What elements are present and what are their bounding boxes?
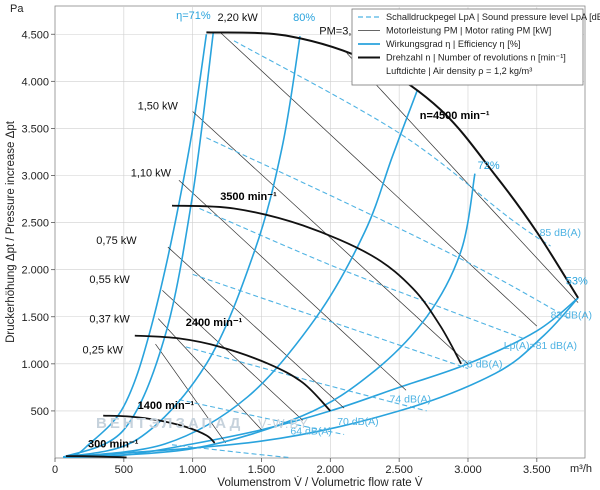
power-line — [167, 246, 345, 409]
legend-entry: Wirkungsgrad η | Efficiency η [%] — [386, 39, 520, 49]
power-line — [155, 343, 226, 444]
efficiency-label: 80% — [293, 12, 315, 24]
x-tick-label: 1.000 — [179, 464, 207, 476]
noise-label: 85 dB(A) — [540, 227, 581, 239]
speed-label: 3500 min⁻¹ — [220, 191, 277, 203]
efficiency-line — [63, 35, 301, 458]
y-tick-label: 3.500 — [21, 123, 49, 135]
power-line — [346, 52, 579, 303]
power-label: 0,37 kW — [89, 313, 130, 325]
efficiency-label: η=71% — [176, 10, 211, 22]
noise-line — [199, 207, 524, 339]
legend-entry: Schalldruckpegel LpA | Sound pressure le… — [386, 12, 600, 22]
efficiency-line — [63, 173, 476, 458]
efficiency-lines — [62, 32, 579, 458]
legend-entry: Luftdichte | Air density ρ = 1,2 kg/m³ — [386, 66, 532, 76]
power-label: 1,50 kW — [138, 101, 179, 113]
efficiency-line — [63, 90, 418, 458]
noise-label: 64 dB(A) — [290, 425, 331, 437]
grid — [55, 6, 585, 458]
power-label: 0,25 kW — [83, 344, 124, 356]
speed-curve — [103, 414, 216, 444]
speed-curves — [65, 31, 579, 459]
speed-label: 300 min⁻¹ — [88, 439, 139, 451]
noise-label: Lp(A)=81 dB(A) — [504, 340, 577, 352]
noise-lines — [171, 40, 572, 459]
x-tick-label: 1.500 — [248, 464, 276, 476]
x-tick-label: 500 — [115, 464, 133, 476]
axes: 0 500 1.000 1.500 2.000 2.500 3.000 3.500 500 1.0… — [21, 29, 550, 476]
y-tick-label: 500 — [31, 406, 49, 418]
power-label: 1,10 kW — [131, 167, 172, 179]
noise-line — [192, 273, 469, 370]
power-lines — [155, 32, 579, 444]
plot-area — [54, 5, 586, 459]
y-tick-label: 3.000 — [21, 171, 49, 183]
y-tick-label: 2.000 — [21, 265, 49, 277]
power-label: 0,55 kW — [89, 274, 130, 286]
speed-curve — [134, 334, 331, 412]
boundary-left-line — [63, 34, 208, 458]
operating-boundary — [63, 34, 579, 458]
y-tick-label: 4.500 — [21, 29, 49, 41]
watermark-site: V-W.BY — [258, 416, 309, 431]
x-unit: m³/h — [570, 463, 592, 475]
speed-label: n=4500 min⁻¹ — [420, 110, 490, 122]
x-tick-label: 3.500 — [523, 464, 551, 476]
speed-curve — [65, 455, 127, 459]
y-tick-label: 2.500 — [21, 218, 49, 230]
y-tick-label: 4.000 — [21, 76, 49, 88]
noise-line — [233, 40, 551, 247]
efficiency-line — [62, 32, 215, 458]
efficiency-label: 72% — [478, 160, 500, 172]
noise-line — [185, 346, 427, 412]
y-tick-label: 1.000 — [21, 359, 49, 371]
watermark-brand: ВЕНТЭЛЗАПАД — [96, 415, 243, 432]
speed-label: 1400 min⁻¹ — [138, 400, 195, 412]
power-line — [162, 290, 304, 421]
efficiency-line — [63, 297, 579, 458]
noise-label: 70 dB(A) — [337, 416, 378, 428]
x-tick-label: 2.000 — [317, 464, 345, 476]
legend-entry: Motorleistung PM | Motor rating PM [kW] — [386, 26, 551, 36]
noise-line — [178, 399, 345, 436]
noise-line — [206, 137, 572, 321]
legend-entry: Drehzahl n | Number of revolutions n [mi… — [386, 53, 566, 63]
power-label: 0,75 kW — [96, 235, 137, 247]
x-tick-label: 3.000 — [454, 464, 482, 476]
noise-label: 83 dB(A) — [551, 310, 592, 322]
x-tick-label: 0 — [52, 464, 58, 476]
y-axis-title: Druckerhöhung Δpt / Pressure increase Δp… — [5, 120, 17, 343]
power-line — [157, 318, 262, 430]
legend: Schalldruckpegel LpA | Sound pressure le… — [351, 8, 600, 86]
power-label: 2,20 kW — [217, 12, 258, 24]
speed-curve — [206, 31, 579, 299]
efficiency-label: 53% — [566, 276, 588, 288]
noise-label: 74 dB(A) — [390, 393, 431, 405]
power-line — [219, 32, 538, 327]
noise-label: 78 dB(A) — [461, 359, 502, 371]
noise-line — [171, 444, 290, 459]
speed-curve — [171, 204, 462, 365]
speed-label: 2400 min⁻¹ — [186, 317, 243, 329]
y-tick-label: 1.500 — [21, 312, 49, 324]
x-axis-title: Volumenstrom V̇ / Volumetric flow rate V… — [217, 476, 422, 489]
y-unit: Pa — [10, 3, 24, 15]
power-line — [178, 179, 407, 391]
x-tick-label: 2.500 — [385, 464, 413, 476]
